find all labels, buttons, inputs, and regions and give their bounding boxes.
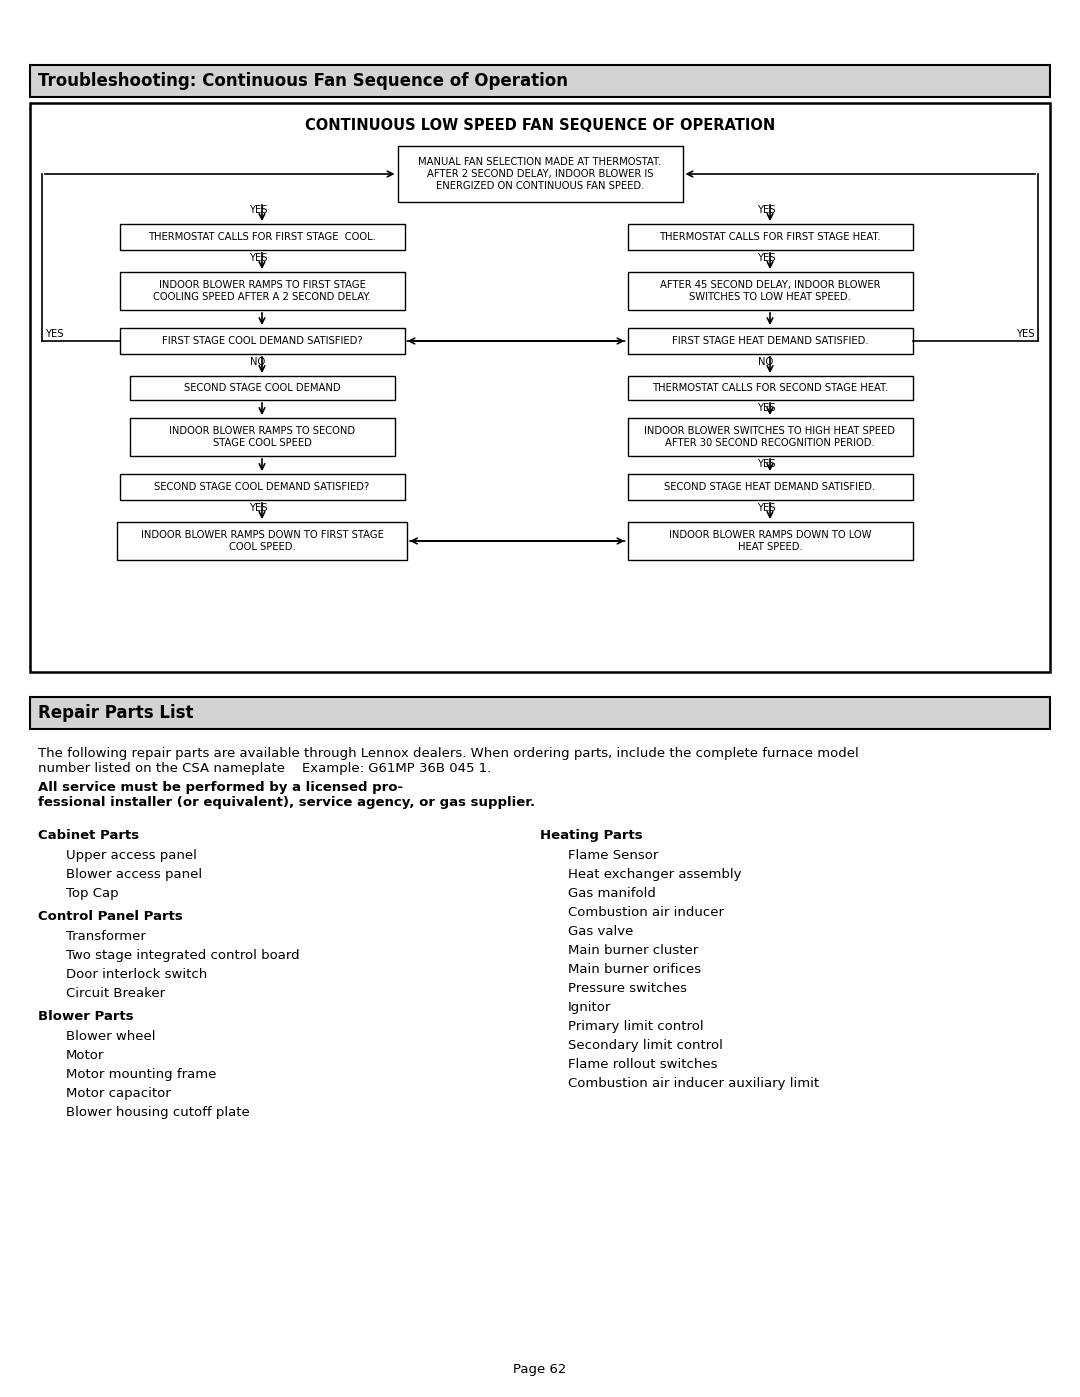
Text: All service must be performed by a licensed pro-
fessional installer (or equival: All service must be performed by a licen… xyxy=(38,781,535,809)
Text: Transformer: Transformer xyxy=(66,930,146,943)
Bar xyxy=(130,376,394,400)
Text: Door interlock switch: Door interlock switch xyxy=(66,968,207,981)
Text: Main burner orifices: Main burner orifices xyxy=(568,963,701,977)
Text: Flame rollout switches: Flame rollout switches xyxy=(568,1058,717,1071)
Text: INDOOR BLOWER RAMPS DOWN TO LOW
HEAT SPEED.: INDOOR BLOWER RAMPS DOWN TO LOW HEAT SPE… xyxy=(669,531,872,552)
Bar xyxy=(627,224,913,250)
Text: Top Cap: Top Cap xyxy=(66,887,119,900)
Text: YES: YES xyxy=(757,205,775,215)
Text: Combustion air inducer auxiliary limit: Combustion air inducer auxiliary limit xyxy=(568,1077,819,1090)
Text: Combustion air inducer: Combustion air inducer xyxy=(568,907,724,919)
Text: Blower housing cutoff plate: Blower housing cutoff plate xyxy=(66,1106,249,1119)
Text: SECOND STAGE COOL DEMAND SATISFIED?: SECOND STAGE COOL DEMAND SATISFIED? xyxy=(154,482,369,492)
Text: SECOND STAGE COOL DEMAND: SECOND STAGE COOL DEMAND xyxy=(184,383,340,393)
Text: Gas valve: Gas valve xyxy=(568,925,633,937)
Text: Repair Parts List: Repair Parts List xyxy=(38,704,193,722)
Text: THERMOSTAT CALLS FOR FIRST STAGE  COOL.: THERMOSTAT CALLS FOR FIRST STAGE COOL. xyxy=(148,232,376,242)
Text: Flame Sensor: Flame Sensor xyxy=(568,849,659,862)
Text: YES: YES xyxy=(757,460,775,469)
Text: YES: YES xyxy=(757,402,775,414)
Text: Heating Parts: Heating Parts xyxy=(540,828,643,842)
Text: INDOOR BLOWER RAMPS TO SECOND
STAGE COOL SPEED: INDOOR BLOWER RAMPS TO SECOND STAGE COOL… xyxy=(168,426,355,448)
Text: INDOOR BLOWER SWITCHES TO HIGH HEAT SPEED
AFTER 30 SECOND RECOGNITION PERIOD.: INDOOR BLOWER SWITCHES TO HIGH HEAT SPEE… xyxy=(645,426,895,448)
Text: YES: YES xyxy=(757,253,775,263)
Text: Cabinet Parts: Cabinet Parts xyxy=(38,828,139,842)
Text: MANUAL FAN SELECTION MADE AT THERMOSTAT.
AFTER 2 SECOND DELAY, INDOOR BLOWER IS
: MANUAL FAN SELECTION MADE AT THERMOSTAT.… xyxy=(418,158,662,190)
Text: Heat exchanger assembly: Heat exchanger assembly xyxy=(568,868,742,882)
Text: CONTINUOUS LOW SPEED FAN SEQUENCE OF OPERATION: CONTINUOUS LOW SPEED FAN SEQUENCE OF OPE… xyxy=(305,117,775,133)
Text: SECOND STAGE HEAT DEMAND SATISFIED.: SECOND STAGE HEAT DEMAND SATISFIED. xyxy=(664,482,876,492)
Text: Gas manifold: Gas manifold xyxy=(568,887,656,900)
Text: THERMOSTAT CALLS FOR FIRST STAGE HEAT.: THERMOSTAT CALLS FOR FIRST STAGE HEAT. xyxy=(659,232,881,242)
Text: YES: YES xyxy=(248,253,267,263)
Bar xyxy=(130,418,394,455)
Text: Blower access panel: Blower access panel xyxy=(66,868,202,882)
Bar xyxy=(117,522,407,560)
Bar xyxy=(30,66,1050,96)
Bar xyxy=(627,272,913,310)
Text: The following repair parts are available through Lennox dealers. When ordering p: The following repair parts are available… xyxy=(38,747,859,775)
Bar xyxy=(627,376,913,400)
Text: Primary limit control: Primary limit control xyxy=(568,1020,704,1032)
Bar xyxy=(120,224,405,250)
Text: NO: NO xyxy=(251,358,266,367)
Text: FIRST STAGE HEAT DEMAND SATISFIED.: FIRST STAGE HEAT DEMAND SATISFIED. xyxy=(672,337,868,346)
Text: Ignitor: Ignitor xyxy=(568,1002,611,1014)
Text: NO: NO xyxy=(758,358,773,367)
Text: INDOOR BLOWER RAMPS DOWN TO FIRST STAGE
COOL SPEED.: INDOOR BLOWER RAMPS DOWN TO FIRST STAGE … xyxy=(140,531,383,552)
Text: Control Panel Parts: Control Panel Parts xyxy=(38,909,183,923)
Bar xyxy=(627,328,913,353)
Text: Pressure switches: Pressure switches xyxy=(568,982,687,995)
Text: Main burner cluster: Main burner cluster xyxy=(568,944,699,957)
Text: Blower Parts: Blower Parts xyxy=(38,1010,134,1023)
Text: Circuit Breaker: Circuit Breaker xyxy=(66,988,165,1000)
Bar xyxy=(120,272,405,310)
Bar xyxy=(30,697,1050,729)
Text: INDOOR BLOWER RAMPS TO FIRST STAGE
COOLING SPEED AFTER A 2 SECOND DELAY.: INDOOR BLOWER RAMPS TO FIRST STAGE COOLI… xyxy=(153,281,370,302)
Text: YES: YES xyxy=(45,330,64,339)
Bar xyxy=(120,328,405,353)
Bar xyxy=(30,103,1050,672)
Text: Troubleshooting: Continuous Fan Sequence of Operation: Troubleshooting: Continuous Fan Sequence… xyxy=(38,73,568,89)
Text: Upper access panel: Upper access panel xyxy=(66,849,197,862)
Text: Secondary limit control: Secondary limit control xyxy=(568,1039,723,1052)
Text: Blower wheel: Blower wheel xyxy=(66,1030,156,1044)
Bar xyxy=(120,474,405,500)
Text: FIRST STAGE COOL DEMAND SATISFIED?: FIRST STAGE COOL DEMAND SATISFIED? xyxy=(162,337,362,346)
Bar xyxy=(627,474,913,500)
Bar xyxy=(627,522,913,560)
Text: THERMOSTAT CALLS FOR SECOND STAGE HEAT.: THERMOSTAT CALLS FOR SECOND STAGE HEAT. xyxy=(652,383,888,393)
Text: Two stage integrated control board: Two stage integrated control board xyxy=(66,949,299,963)
Bar xyxy=(397,147,683,203)
Text: YES: YES xyxy=(1016,330,1035,339)
Text: YES: YES xyxy=(248,205,267,215)
Text: Motor capacitor: Motor capacitor xyxy=(66,1087,171,1099)
Bar xyxy=(627,418,913,455)
Text: Motor: Motor xyxy=(66,1049,105,1062)
Text: YES: YES xyxy=(248,503,267,513)
Text: YES: YES xyxy=(757,503,775,513)
Text: Motor mounting frame: Motor mounting frame xyxy=(66,1067,216,1081)
Text: Page 62: Page 62 xyxy=(513,1363,567,1376)
Text: AFTER 45 SECOND DELAY, INDOOR BLOWER
SWITCHES TO LOW HEAT SPEED.: AFTER 45 SECOND DELAY, INDOOR BLOWER SWI… xyxy=(660,281,880,302)
